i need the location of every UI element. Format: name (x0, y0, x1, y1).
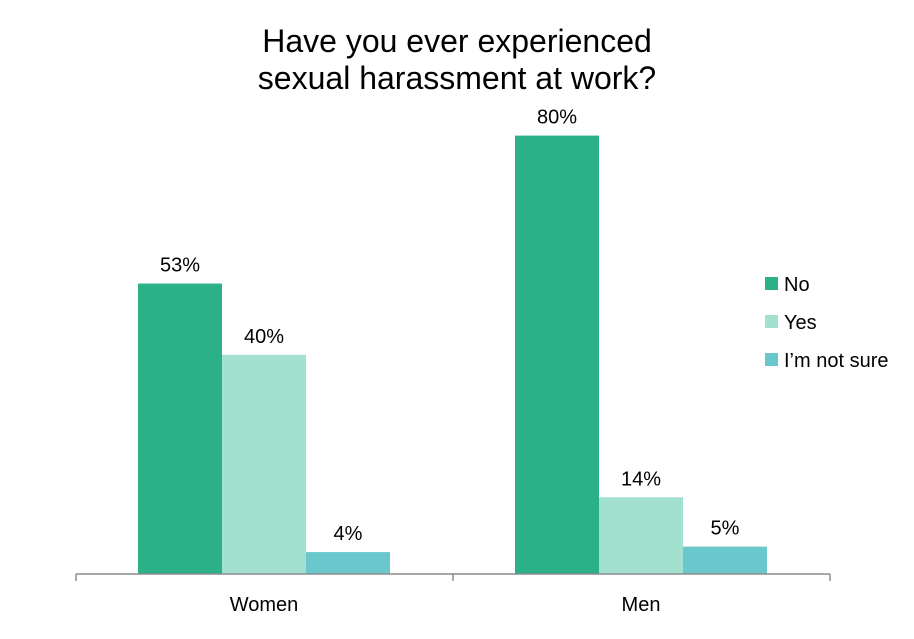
x-tick-label-men: Men (622, 594, 661, 616)
plot-area: 53% 40% 4% 80% 14% 5% (138, 107, 767, 574)
legend-swatch-no (765, 277, 778, 290)
chart-title: Have you ever experienced sexual harassm… (258, 23, 656, 96)
bar-men-yes (599, 497, 683, 574)
legend-label-yes: Yes (784, 312, 817, 334)
bar-men-no (515, 135, 599, 574)
bar-women-no (138, 283, 222, 574)
legend-item-no: No (765, 274, 810, 296)
legend: No Yes I’m not sure (765, 274, 888, 372)
legend-item-yes: Yes (765, 312, 817, 334)
data-label-men-yes: 14% (621, 468, 661, 490)
x-tick-label-women: Women (230, 594, 299, 616)
legend-item-i-m-not-sure: I’m not sure (765, 350, 888, 372)
x-axis: Women Men (75, 573, 831, 616)
bar-women-i-m-not-sure (306, 552, 390, 574)
chart-title-line-2: sexual harassment at work? (258, 60, 656, 96)
data-label-women-yes: 40% (244, 326, 284, 348)
data-label-men-no: 80% (537, 107, 577, 129)
data-label-women-i-m-not-sure: 4% (334, 523, 363, 545)
data-label-women-no: 53% (160, 255, 200, 277)
chart-title-line-1: Have you ever experienced (262, 23, 652, 59)
legend-swatch-yes (765, 315, 778, 328)
data-label-men-i-m-not-sure: 5% (711, 518, 740, 540)
legend-label-no: No (784, 274, 810, 296)
legend-label-i-m-not-sure: I’m not sure (784, 350, 888, 372)
bar-women-yes (222, 354, 306, 574)
legend-swatch-i-m-not-sure (765, 353, 778, 366)
bar-men-i-m-not-sure (683, 546, 767, 574)
